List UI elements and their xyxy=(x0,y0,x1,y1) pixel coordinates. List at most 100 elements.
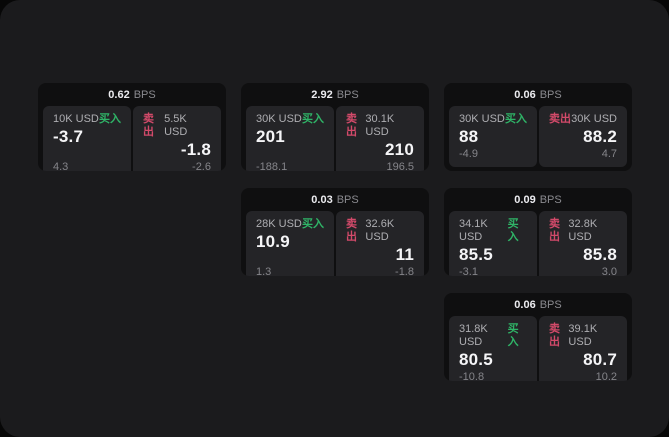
sell-amount: 32.6K USD xyxy=(365,218,395,244)
quote-card: 0.03 BPS 28K USD 买入 10.9 1.3 卖出 32.6K US… xyxy=(241,188,429,276)
sell-panel[interactable]: 卖出 39.1K USD 80.7 10.2 xyxy=(539,316,627,381)
buy-sell-panels: 34.1K USD 买入 85.5 -3.1 卖出 32.8K USD 85.8… xyxy=(444,211,632,276)
quote-card: 0.06 BPS 31.8K USD 买入 80.5 -10.8 卖出 39.1… xyxy=(444,293,632,381)
sell-amount: 5.5K USD xyxy=(164,113,188,139)
sell-side-label: 卖出 xyxy=(549,113,571,125)
sell-side-label: 卖出 xyxy=(346,218,357,244)
buy-sub-value: 1.3 xyxy=(256,265,272,276)
bps-value: 0.03 xyxy=(311,194,333,206)
buy-panel[interactable]: 30K USD 买入 88 -4.9 xyxy=(449,106,537,167)
sell-price: 85.8 xyxy=(583,245,617,265)
buy-panel-header: 30K USD 买入 xyxy=(459,113,527,126)
sell-side-label: 卖出 xyxy=(143,113,154,139)
buy-panel[interactable]: 34.1K USD 买入 85.5 -3.1 xyxy=(449,211,537,276)
sell-panel[interactable]: 卖出 30.1K USD 210 196.5 xyxy=(336,106,424,171)
buy-sub-value: -3.1 xyxy=(459,265,478,276)
sell-panel[interactable]: 卖出 5.5K USD -1.8 -2.6 xyxy=(133,106,221,171)
sell-amount: 32.8K USD xyxy=(568,218,598,244)
buy-price: 10.9 xyxy=(256,232,290,252)
card-header: 0.09 BPS xyxy=(444,188,632,211)
buy-amount: 30K USD xyxy=(256,113,302,125)
buy-side-label: 买入 xyxy=(302,113,324,125)
buy-sub-value: 4.3 xyxy=(53,160,69,171)
sell-price: 80.7 xyxy=(583,350,617,370)
buy-price: 80.5 xyxy=(459,350,493,370)
buy-sell-panels: 28K USD 买入 10.9 1.3 卖出 32.6K USD 11 -1.8 xyxy=(241,211,429,276)
buy-sell-panels: 30K USD 买入 88 -4.9 卖出 30K USD 88.2 4.7 xyxy=(444,106,632,171)
card-header: 0.06 BPS xyxy=(444,83,632,106)
card-header: 2.92 BPS xyxy=(241,83,429,106)
quote-card: 0.09 BPS 34.1K USD 买入 85.5 -3.1 卖出 32.8K… xyxy=(444,188,632,276)
bps-unit-label: BPS xyxy=(539,299,562,311)
sell-price: 210 xyxy=(385,140,414,160)
sell-price: 88.2 xyxy=(583,127,617,147)
bps-value: 2.92 xyxy=(311,89,333,101)
sell-panel-header: 卖出 30K USD xyxy=(549,113,617,126)
buy-side-label: 买入 xyxy=(505,113,527,125)
buy-amount: 30K USD xyxy=(459,113,505,125)
buy-panel[interactable]: 30K USD 买入 201 -188.1 xyxy=(246,106,334,171)
sell-panel-header: 卖出 32.8K USD xyxy=(549,218,617,244)
buy-side-label: 买入 xyxy=(507,218,519,244)
buy-side-label: 买入 xyxy=(99,113,121,125)
buy-price: 201 xyxy=(256,127,285,147)
quote-card: 2.92 BPS 30K USD 买入 201 -188.1 卖出 30.1K … xyxy=(241,83,429,171)
bps-unit-label: BPS xyxy=(336,194,359,206)
buy-sub-value: -188.1 xyxy=(256,160,288,171)
buy-panel-header: 10K USD 买入 xyxy=(53,113,121,126)
sell-panel[interactable]: 卖出 30K USD 88.2 4.7 xyxy=(539,106,627,167)
buy-sell-panels: 10K USD 买入 -3.7 4.3 卖出 5.5K USD -1.8 -2.… xyxy=(38,106,226,171)
bps-value: 0.06 xyxy=(514,299,536,311)
sell-sub-value: 10.2 xyxy=(595,370,617,381)
sell-panel-header: 卖出 30.1K USD xyxy=(346,113,414,139)
sell-amount: 39.1K USD xyxy=(568,323,598,349)
sell-price: 11 xyxy=(395,245,414,265)
buy-price: 85.5 xyxy=(459,245,493,265)
bps-value: 0.09 xyxy=(514,194,536,206)
sell-panel-header: 卖出 32.6K USD xyxy=(346,218,414,244)
sell-side-label: 卖出 xyxy=(346,113,357,139)
buy-amount: 28K USD xyxy=(256,218,302,230)
buy-panel[interactable]: 10K USD 买入 -3.7 4.3 xyxy=(43,106,131,171)
sell-sub-value: -1.8 xyxy=(395,265,414,276)
sell-price: -1.8 xyxy=(180,140,211,160)
sell-panel-header: 卖出 39.1K USD xyxy=(549,323,617,349)
sell-panel[interactable]: 卖出 32.8K USD 85.8 3.0 xyxy=(539,211,627,276)
sell-panel-header: 卖出 5.5K USD xyxy=(143,113,211,139)
bps-unit-label: BPS xyxy=(133,89,156,101)
buy-price: -3.7 xyxy=(53,127,84,147)
sell-amount: 30K USD xyxy=(571,113,617,125)
buy-price: 88 xyxy=(459,127,479,147)
bps-unit-label: BPS xyxy=(336,89,359,101)
buy-panel-header: 31.8K USD 买入 xyxy=(459,323,527,349)
sell-sub-value: 4.7 xyxy=(601,147,617,160)
buy-panel-header: 28K USD 买入 xyxy=(256,218,324,231)
buy-amount: 34.1K USD xyxy=(459,218,488,244)
buy-side-label: 买入 xyxy=(302,218,324,230)
quote-card-grid: 0.62 BPS 10K USD 买入 -3.7 4.3 卖出 5.5K USD… xyxy=(38,83,632,381)
buy-sub-value: -10.8 xyxy=(459,370,485,381)
sell-sub-value: 3.0 xyxy=(601,265,617,276)
buy-panel[interactable]: 28K USD 买入 10.9 1.3 xyxy=(246,211,334,276)
sell-side-label: 卖出 xyxy=(549,218,560,244)
buy-sell-panels: 30K USD 买入 201 -188.1 卖出 30.1K USD 210 1… xyxy=(241,106,429,171)
buy-sub-value: -4.9 xyxy=(459,147,478,160)
card-header: 0.03 BPS xyxy=(241,188,429,211)
sell-sub-value: -2.6 xyxy=(192,160,211,171)
sell-panel[interactable]: 卖出 32.6K USD 11 -1.8 xyxy=(336,211,424,276)
buy-panel-header: 34.1K USD 买入 xyxy=(459,218,527,244)
bps-unit-label: BPS xyxy=(539,89,562,101)
buy-amount: 31.8K USD xyxy=(459,323,488,349)
card-header: 0.62 BPS xyxy=(38,83,226,106)
buy-side-label: 买入 xyxy=(507,323,519,349)
buy-panel-header: 30K USD 买入 xyxy=(256,113,324,126)
card-header: 0.06 BPS xyxy=(444,293,632,316)
sell-sub-value: 196.5 xyxy=(386,160,414,171)
quote-card: 0.06 BPS 30K USD 买入 88 -4.9 卖出 30K USD 8… xyxy=(444,83,632,171)
buy-panel[interactable]: 31.8K USD 买入 80.5 -10.8 xyxy=(449,316,537,381)
bps-value: 0.06 xyxy=(514,89,536,101)
sell-amount: 30.1K USD xyxy=(365,113,395,139)
bps-unit-label: BPS xyxy=(539,194,562,206)
